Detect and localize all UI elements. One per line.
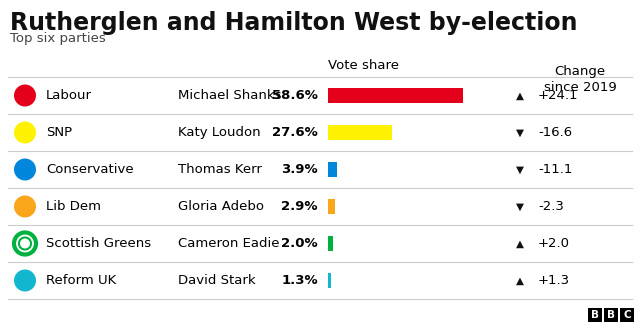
Text: Lib Dem: Lib Dem (46, 200, 101, 213)
Text: ▲: ▲ (516, 90, 524, 100)
Circle shape (14, 159, 36, 181)
Text: Katy Loudon: Katy Loudon (178, 126, 260, 139)
Text: C: C (623, 310, 631, 320)
Text: 3.9%: 3.9% (282, 163, 318, 176)
Text: 1.3%: 1.3% (282, 274, 318, 287)
Circle shape (14, 269, 36, 291)
FancyBboxPatch shape (328, 236, 333, 251)
Text: B: B (591, 310, 599, 320)
Circle shape (14, 121, 36, 143)
Text: 2.9%: 2.9% (282, 200, 318, 213)
Text: -2.3: -2.3 (538, 200, 564, 213)
Text: Change
since 2019: Change since 2019 (543, 65, 616, 94)
Text: Cameron Eadie: Cameron Eadie (178, 237, 280, 250)
Text: 2.0%: 2.0% (282, 237, 318, 250)
FancyBboxPatch shape (604, 308, 618, 322)
FancyBboxPatch shape (328, 88, 463, 103)
Text: Thomas Kerr: Thomas Kerr (178, 163, 262, 176)
Text: ▼: ▼ (516, 201, 524, 212)
Text: +2.0: +2.0 (538, 237, 570, 250)
Text: +1.3: +1.3 (538, 274, 570, 287)
Text: 27.6%: 27.6% (272, 126, 318, 139)
FancyBboxPatch shape (328, 199, 335, 214)
Text: Gloria Adebo: Gloria Adebo (178, 200, 264, 213)
Text: ▲: ▲ (516, 239, 524, 248)
FancyBboxPatch shape (620, 308, 634, 322)
Text: ▼: ▼ (516, 128, 524, 138)
Text: Conservative: Conservative (46, 163, 134, 176)
FancyBboxPatch shape (588, 308, 602, 322)
Text: SNP: SNP (46, 126, 72, 139)
FancyBboxPatch shape (328, 125, 392, 140)
Text: ▲: ▲ (516, 275, 524, 286)
Text: Vote share: Vote share (328, 59, 399, 72)
Text: -16.6: -16.6 (538, 126, 572, 139)
Circle shape (14, 85, 36, 107)
FancyBboxPatch shape (328, 162, 337, 177)
Text: Reform UK: Reform UK (46, 274, 116, 287)
Circle shape (14, 233, 36, 255)
Text: B: B (607, 310, 615, 320)
Text: Top six parties: Top six parties (10, 32, 106, 45)
Text: Labour: Labour (46, 89, 92, 102)
Text: 58.6%: 58.6% (272, 89, 318, 102)
Circle shape (14, 195, 36, 217)
Text: David Stark: David Stark (178, 274, 255, 287)
Text: Scottish Greens: Scottish Greens (46, 237, 151, 250)
FancyBboxPatch shape (328, 273, 331, 288)
Circle shape (19, 238, 31, 250)
Text: Michael Shanks: Michael Shanks (178, 89, 282, 102)
Text: Rutherglen and Hamilton West by-election: Rutherglen and Hamilton West by-election (10, 11, 577, 35)
Text: ▼: ▼ (516, 164, 524, 174)
Text: -11.1: -11.1 (538, 163, 572, 176)
Text: +24.1: +24.1 (538, 89, 579, 102)
